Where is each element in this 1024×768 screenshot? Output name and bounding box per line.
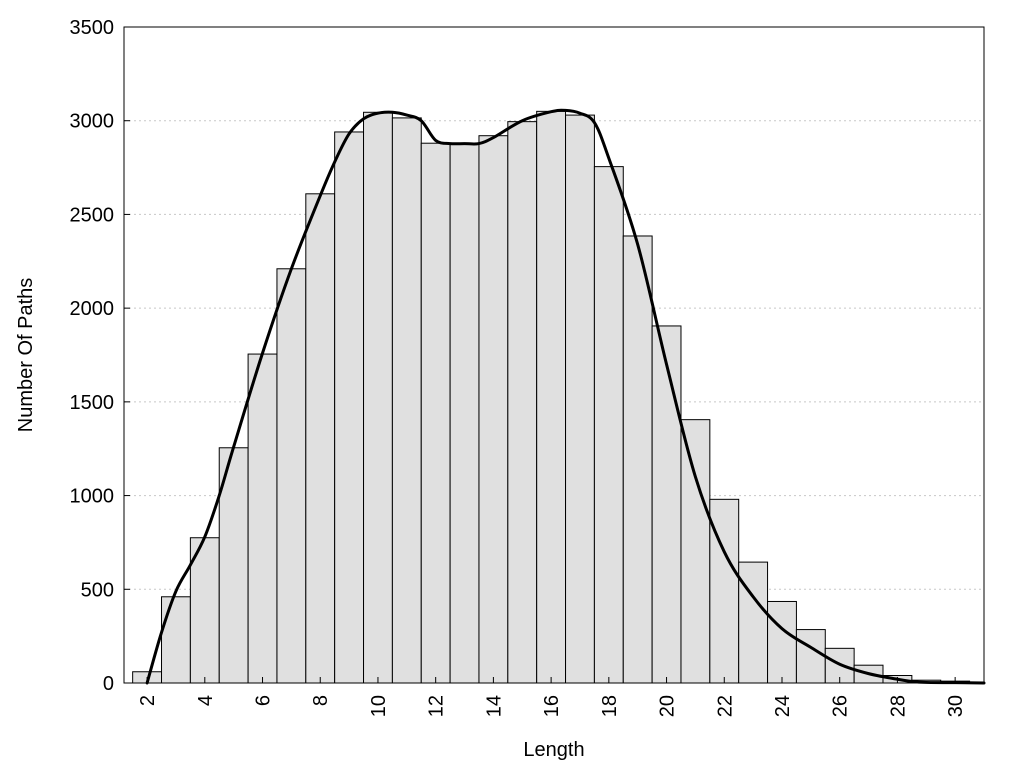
y-tick-label: 0 [103,673,114,695]
density-curve [145,108,986,685]
x-tick-label: 16 [541,695,563,717]
histogram-bar [651,325,682,684]
x-tick-label: 26 [830,695,852,717]
x-tick-label: 18 [599,695,621,717]
x-tick-label: 24 [772,695,794,717]
y-tick-label: 2500 [70,204,115,226]
plot-frame [123,26,985,684]
histogram-bar [161,596,191,684]
x-axis-ticks: 2 4 6 8 10 12 14 16 18 20 22 24 26 28 30 [137,677,967,717]
histogram-bar [536,110,567,684]
histogram-bar [767,600,797,684]
y-tick-label: 1500 [70,392,115,414]
density-curve-line [145,108,986,685]
y-axis-label: Number Of Paths [15,278,37,433]
y-axis-ticks: 0 500 1000 1500 2000 2500 3000 3500 [70,17,130,695]
x-tick-label: 14 [483,695,505,717]
y-tick-label: 3000 [70,111,115,133]
histogram-bar [247,353,278,684]
x-tick-label: 2 [137,695,159,706]
histogram-bar [391,117,422,684]
histogram-bar [305,193,336,684]
histogram-bar [420,142,451,684]
histogram-bar [593,166,624,684]
histogram-bar [795,629,826,684]
x-tick-label: 4 [195,695,217,706]
y-tick-label: 2000 [70,298,115,320]
y-tick-label: 3500 [70,17,115,39]
x-tick-label: 30 [945,695,967,717]
histogram-bar [478,135,509,684]
x-tick-label: 12 [426,695,448,717]
x-tick-label: 10 [368,695,390,717]
x-tick-label: 20 [657,695,679,717]
histogram-bars [132,110,971,684]
x-tick-label: 28 [887,695,909,717]
histogram-bar [738,561,769,684]
x-tick-label: 6 [253,695,275,706]
histogram-bar [334,131,365,684]
histogram-bar [622,235,653,684]
x-tick-label: 22 [714,695,736,717]
histogram-bar [449,143,480,684]
y-tick-label: 500 [81,579,114,601]
histogram-bar [565,114,595,684]
histogram-bar [189,537,220,684]
histogram-bar [276,268,307,684]
y-tick-label: 1000 [70,486,115,508]
histogram-bar [363,111,393,684]
x-axis-label: Length [523,739,584,761]
histogram-bar [507,121,538,684]
x-tick-label: 8 [310,695,332,706]
histogram-bar [680,419,711,684]
